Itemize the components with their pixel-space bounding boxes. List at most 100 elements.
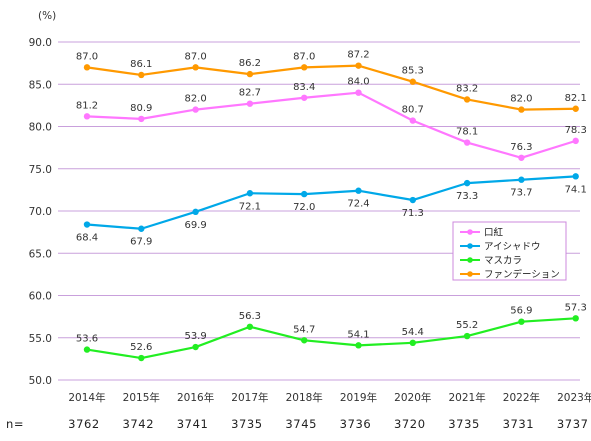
data-point: [83, 113, 91, 120]
data-point: [192, 208, 199, 216]
y-tick-label: 90.0: [29, 37, 52, 49]
data-label: 54.4: [402, 327, 424, 338]
data-point: [518, 176, 525, 183]
data-label: 82.0: [510, 94, 532, 105]
data-point: [83, 221, 91, 228]
data-label: 87.2: [347, 50, 369, 61]
x-tick-label: 2014年: [68, 391, 105, 404]
legend-label: 口紅: [484, 228, 504, 239]
y-axis-unit-label: (%): [38, 10, 56, 22]
data-label: 87.0: [184, 51, 206, 62]
x-tick-label: 2020年: [394, 391, 431, 404]
y-axis-ticks: 50.0 55.0 60.0 65.0 70.0 75.0 80.0 85.0 90.0: [29, 37, 52, 387]
sample-size-value: 3742: [122, 417, 154, 431]
x-tick-label: 2023年: [557, 391, 591, 404]
sample-size-value: 3736: [340, 417, 372, 431]
data-point: [355, 89, 362, 96]
data-label: 54.1: [347, 329, 369, 340]
gridlines: [58, 41, 580, 381]
data-point: [246, 70, 254, 78]
sample-size-prefix: n=: [6, 417, 24, 431]
data-label: 78.3: [565, 125, 587, 136]
data-point: [192, 343, 199, 351]
series-line: [86, 64, 576, 111]
data-label: 56.3: [239, 311, 261, 322]
y-tick-label: 55.0: [29, 333, 52, 345]
series-line: [86, 317, 576, 360]
x-tick-label: 2015年: [123, 391, 160, 404]
data-point: [572, 315, 579, 322]
data-labels: 81.2 80.9 82.0 82.7 83.4 84.0 80.7 78.1 76.3 78.3…: [76, 50, 587, 353]
series-line: [86, 91, 577, 159]
data-label: 78.1: [456, 127, 478, 138]
data-label: 86.2: [239, 58, 261, 69]
data-label: 84.0: [347, 77, 369, 88]
data-label: 53.9: [184, 331, 206, 342]
data-point: [355, 342, 362, 349]
data-point: [246, 190, 254, 197]
data-label: 68.4: [76, 233, 98, 244]
data-label: 83.4: [293, 82, 315, 93]
data-point: [409, 196, 416, 204]
data-label: 72.1: [239, 201, 261, 212]
data-point: [463, 179, 471, 187]
data-label: 76.3: [510, 142, 532, 153]
data-label: 81.2: [76, 100, 98, 111]
x-tick-label: 2021年: [448, 391, 485, 404]
y-tick-label: 50.0: [29, 375, 52, 387]
data-point: [409, 339, 416, 347]
data-label: 73.7: [510, 188, 532, 199]
data-point: [518, 106, 525, 113]
y-tick-label: 80.0: [29, 122, 52, 134]
data-label: 80.9: [130, 103, 152, 114]
x-tick-label: 2018年: [286, 391, 323, 404]
data-label: 85.3: [402, 66, 424, 77]
data-point: [572, 137, 579, 145]
data-label: 69.9: [184, 220, 206, 231]
data-point: [301, 64, 308, 71]
data-label: 87.0: [76, 51, 98, 62]
data-point: [138, 71, 145, 79]
legend-label: アイシャドウ: [484, 242, 541, 253]
data-point: [572, 173, 579, 180]
sample-size-value: 3762: [68, 417, 100, 431]
data-point: [463, 96, 471, 103]
x-tick-label: 2016年: [177, 391, 214, 404]
data-label: 86.1: [130, 59, 152, 70]
data-label: 52.6: [130, 342, 152, 353]
sample-size-value: 3737: [557, 417, 589, 431]
data-label: 74.1: [565, 184, 587, 195]
sample-size-value: 3745: [285, 417, 317, 431]
x-axis-ticks: 2014年 2015年 2016年 2017年 2018年 2019年 2020年 2021年…: [68, 391, 591, 404]
data-point: [301, 190, 308, 198]
legend-swatch-marker: [467, 271, 473, 277]
data-point: [518, 154, 525, 161]
data-label: 73.3: [456, 191, 478, 202]
y-tick-label: 60.0: [29, 291, 52, 303]
data-label: 55.2: [456, 320, 478, 331]
y-tick-label: 65.0: [29, 248, 52, 260]
data-label: 83.2: [456, 83, 478, 94]
data-label: 87.0: [293, 51, 315, 62]
series-lines: [83, 62, 579, 362]
data-point: [301, 94, 308, 101]
sample-size-value: 3720: [394, 417, 426, 431]
y-tick-label: 85.0: [29, 79, 52, 91]
data-label: 56.9: [510, 306, 532, 317]
data-point: [83, 346, 91, 353]
x-tick-label: 2019年: [340, 391, 377, 404]
data-point: [246, 100, 254, 107]
data-point: [138, 115, 145, 123]
sample-size-value: 3731: [503, 417, 535, 431]
y-tick-label: 75.0: [29, 164, 52, 176]
legend-swatch-marker: [467, 229, 473, 235]
legend-label: マスカラ: [484, 256, 522, 267]
y-tick-label: 70.0: [29, 206, 52, 218]
data-point: [409, 117, 416, 124]
data-point: [518, 318, 525, 325]
legend-swatch-marker: [467, 243, 473, 249]
data-point: [192, 64, 199, 71]
data-label: 82.7: [239, 88, 261, 99]
sample-size-row: n= 3762 3742 3741 3735 3745 3736 3720 3735 3731 3…: [6, 417, 589, 431]
